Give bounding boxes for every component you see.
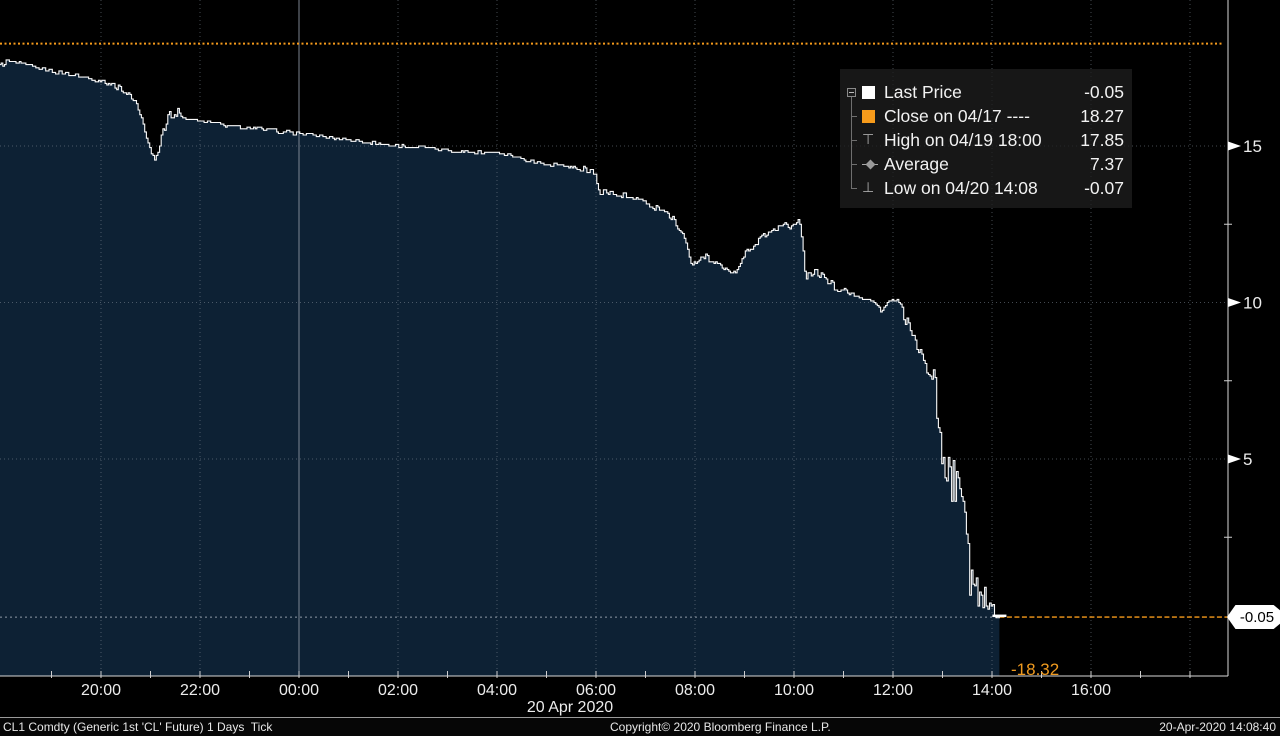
legend-row: Close on 04/17 ---- 18.27 (840, 104, 1132, 128)
low-marker-icon: ⊥ (862, 179, 875, 196)
copyright-notice: Copyright© 2020 Bloomberg Finance L.P. (610, 720, 831, 734)
legend-row: Average 7.37 (840, 152, 1132, 176)
x-axis-date-label: 20 Apr 2020 (527, 699, 613, 716)
status-bar: CL1 Comdty (Generic 1st 'CL' Future) 1 D… (0, 717, 1280, 736)
legend-label: Low on 04/20 14:08 (884, 177, 1038, 198)
chart-legend[interactable]: Last Price -0.05 Close on 04/17 ---- 18.27 ⊤… (840, 69, 1132, 208)
y-tick-label: 15 (1243, 137, 1262, 156)
x-tick-label: 22:00 (180, 682, 220, 699)
legend-tree-stub (851, 140, 857, 141)
x-tick-label: 12:00 (873, 682, 913, 699)
legend-label: Average (884, 153, 949, 174)
y-tick-arrow (1228, 454, 1241, 464)
price-series-line (0, 59, 1000, 619)
legend-row: ⊥ Low on 04/20 14:08 -0.07 (840, 176, 1132, 200)
legend-value: 7.37 (1089, 153, 1124, 174)
x-tick-label: 10:00 (774, 682, 814, 699)
average-marker-icon (862, 158, 884, 171)
area-fill (0, 59, 1000, 676)
legend-tree-stub (851, 116, 857, 117)
y-tick-arrow (1228, 298, 1241, 307)
legend-value: 17.85 (1080, 129, 1124, 150)
legend-tree-stub (851, 164, 857, 165)
legend-label: Close on 04/17 ---- (884, 105, 1030, 126)
series-end-marker (992, 614, 1007, 618)
net-change-value: -18.32 (1011, 660, 1060, 679)
last-price-axis-label: -0.05 (1227, 605, 1280, 629)
x-tick-label: 20:00 (81, 682, 121, 699)
legend-value: 18.27 (1080, 105, 1124, 126)
y-tick-label: 5 (1243, 450, 1252, 469)
x-tick-label: 06:00 (576, 682, 616, 699)
legend-row: Last Price -0.05 (840, 80, 1132, 104)
legend-value: -0.05 (1084, 81, 1124, 102)
x-tick-label: 02:00 (378, 682, 418, 699)
legend-label: Last Price (884, 81, 962, 102)
x-tick-label: 08:00 (675, 682, 715, 699)
legend-collapse-icon[interactable] (847, 88, 856, 97)
x-tick-label: 14:00 (972, 682, 1012, 699)
y-tick-label: 10 (1243, 294, 1262, 313)
x-tick-label: 00:00 (279, 682, 319, 699)
close-swatch-icon (862, 109, 884, 123)
high-marker-icon: ⊤ (862, 131, 875, 148)
timestamp: 20-Apr-2020 14:08:40 (1159, 720, 1276, 734)
legend-row: ⊤ High on 04/19 18:00 17.85 (840, 128, 1132, 152)
security-description: CL1 Comdty (Generic 1st 'CL' Future) 1 D… (3, 720, 273, 734)
y-tick-arrow (1228, 141, 1241, 151)
last-price-swatch-icon (862, 85, 884, 99)
legend-value: -0.07 (1084, 177, 1124, 198)
legend-label: High on 04/19 18:00 (884, 129, 1042, 150)
legend-tree-stub (851, 188, 857, 189)
x-tick-label: 04:00 (477, 682, 517, 699)
x-tick-label: 16:00 (1071, 682, 1111, 699)
